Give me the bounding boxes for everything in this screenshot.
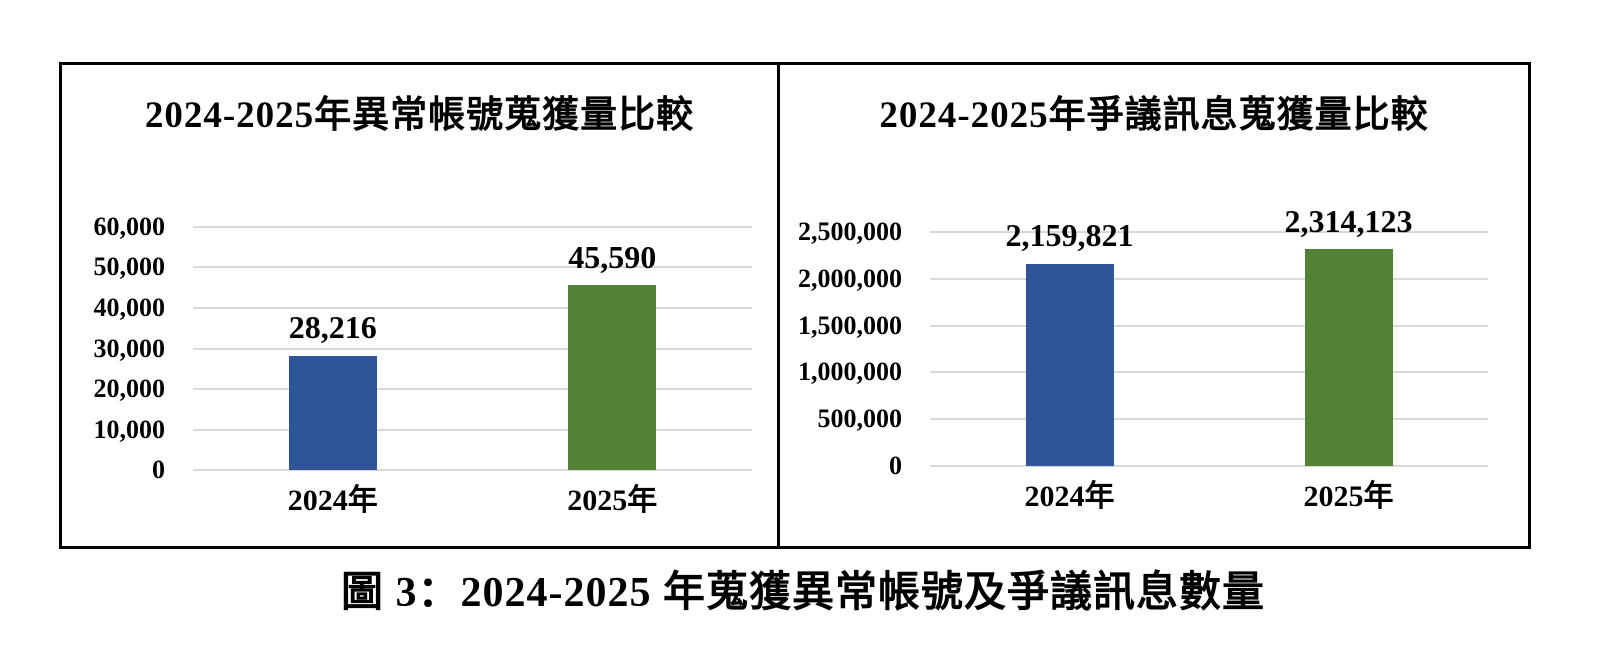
chart-title: 2024-2025年異常帳號蒐獲量比較 bbox=[144, 95, 695, 136]
chart-panel-abnormal-accounts: 2024-2025年異常帳號蒐獲量比較 60,000 50,000 40,000 30… bbox=[62, 65, 780, 546]
plot-wrap: 2,159,821 2,314,123 2024年 2025年 bbox=[930, 203, 1488, 518]
charts-box: 2024-2025年異常帳號蒐獲量比較 60,000 50,000 40,000 30… bbox=[59, 62, 1531, 549]
gridline bbox=[193, 387, 752, 390]
y-tick-label: 0 bbox=[152, 455, 165, 484]
chart-body: 2,500,000 2,000,000 1,500,000 1,000,000 500,… bbox=[780, 203, 1528, 518]
bar-value-label: 28,216 bbox=[288, 309, 377, 346]
figure-caption: 圖 3：2024-2025 年蒐獲異常帳號及爭議訊息數量 bbox=[341, 570, 1265, 616]
bar-group: 28,216 45,590 bbox=[193, 227, 752, 470]
y-tick-label: 0 bbox=[889, 451, 902, 480]
gridline bbox=[930, 277, 1488, 280]
x-category-label: 2025年 bbox=[1303, 480, 1394, 513]
bar-value-label: 2,159,821 bbox=[1005, 217, 1134, 254]
figure-3: 2024-2025年異常帳號蒐獲量比較 60,000 50,000 40,000 30… bbox=[0, 62, 1606, 652]
y-tick-label: 30,000 bbox=[93, 333, 166, 363]
x-category-label: 2024年 bbox=[287, 484, 378, 517]
gridline bbox=[193, 428, 752, 431]
gridline bbox=[930, 231, 1488, 233]
bar-group: 2,159,821 2,314,123 bbox=[930, 203, 1488, 466]
gridline bbox=[193, 306, 752, 309]
x-axis: 2024年 2025年 bbox=[193, 480, 752, 522]
gridline bbox=[193, 266, 752, 269]
bar-value-label: 2,314,123 bbox=[1284, 202, 1413, 239]
bar-2024 bbox=[1025, 263, 1114, 466]
bar-value-label: 45,590 bbox=[568, 238, 657, 275]
bar-2025 bbox=[568, 285, 657, 470]
plot-area: 2,159,821 2,314,123 bbox=[930, 203, 1488, 467]
y-tick-label: 2,500,000 bbox=[798, 217, 902, 246]
gridline bbox=[193, 469, 752, 471]
gridline bbox=[930, 371, 1488, 374]
y-tick-label: 1,000,000 bbox=[798, 357, 902, 387]
x-category-label: 2024年 bbox=[1024, 480, 1115, 513]
bar-2025 bbox=[1304, 249, 1393, 466]
bar-slot: 2,314,123 bbox=[1209, 203, 1488, 466]
bar-2024 bbox=[288, 355, 377, 470]
chart-body: 60,000 50,000 40,000 30,000 20,000 10,000 0 28… bbox=[62, 214, 777, 522]
bar-slot: 2,159,821 bbox=[930, 217, 1209, 466]
y-axis: 2,500,000 2,000,000 1,500,000 1,000,000 500,… bbox=[780, 219, 930, 479]
y-axis: 60,000 50,000 40,000 30,000 20,000 10,000 0 bbox=[62, 214, 193, 483]
x-axis: 2024年 2025年 bbox=[930, 476, 1488, 518]
bar-slot: 28,216 bbox=[193, 227, 473, 470]
y-tick-label: 60,000 bbox=[93, 212, 166, 241]
gridline bbox=[193, 347, 752, 350]
gridline bbox=[930, 324, 1488, 327]
y-tick-label: 2,000,000 bbox=[798, 263, 902, 293]
gridline bbox=[930, 418, 1488, 421]
gridline bbox=[930, 465, 1488, 467]
bar-slot: 45,590 bbox=[473, 227, 753, 470]
x-category-label: 2025年 bbox=[567, 484, 658, 517]
y-tick-label: 500,000 bbox=[817, 404, 903, 434]
gridline bbox=[193, 226, 752, 228]
y-tick-label: 20,000 bbox=[93, 373, 166, 403]
chart-title: 2024-2025年爭議訊息蒐獲量比較 bbox=[879, 95, 1429, 136]
plot-wrap: 28,216 45,590 2024年 2025年 bbox=[193, 226, 752, 522]
y-tick-label: 50,000 bbox=[93, 252, 166, 282]
chart-panel-disputed-messages: 2024-2025年爭議訊息蒐獲量比較 2,500,000 2,000,000 1,… bbox=[780, 65, 1528, 546]
plot-area: 28,216 45,590 bbox=[193, 226, 752, 471]
y-tick-label: 40,000 bbox=[93, 292, 166, 322]
y-tick-label: 1,500,000 bbox=[798, 310, 902, 340]
y-tick-label: 10,000 bbox=[93, 414, 166, 444]
